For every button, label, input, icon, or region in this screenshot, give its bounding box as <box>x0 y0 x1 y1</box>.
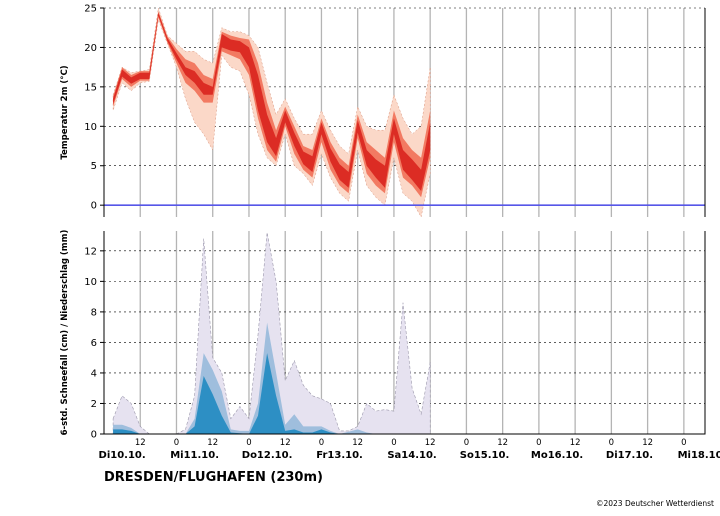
hour-tick-labels: 12 0 12 0 12 0 12 0 12 0 12 0 12 0 12 0 <box>135 438 687 448</box>
day-tick-label: Mi11.10. <box>170 450 219 461</box>
temperature-y-tick-label: 20 <box>84 43 97 54</box>
hour-tick-label: 12 <box>207 438 218 448</box>
day-tick-labels: Di10.10. Mi11.10. Do12.10. Fr13.10. Sa14.10.… <box>99 450 720 461</box>
hour-tick-label: 0 <box>246 438 251 448</box>
hour-tick-label: 12 <box>570 438 581 448</box>
day-tick-label: Sa14.10. <box>387 450 436 461</box>
hour-tick-label: 12 <box>135 438 146 448</box>
precipitation-y-tick-label: 4 <box>91 368 97 379</box>
hour-tick-label: 12 <box>425 438 436 448</box>
copyright-notice: ©2023 Deutscher Wetterdienst <box>596 499 714 508</box>
hour-tick-label: 12 <box>497 438 508 448</box>
day-tick-label: Fr13.10. <box>316 450 363 461</box>
temperature-y-axis-label: Temperatur 2m (°C) <box>60 65 70 159</box>
day-tick-label: Di17.10. <box>606 450 653 461</box>
precipitation-panel: 0 2 4 6 8 10 12 6-std. Schneefall (cm) / Niede… <box>60 230 706 441</box>
precipitation-y-tick-label: 10 <box>84 277 97 288</box>
day-tick-label: Mo16.10. <box>531 450 583 461</box>
precipitation-y-tick-label: 8 <box>91 307 97 318</box>
precipitation-band-middle <box>113 322 449 434</box>
station-name: DRESDEN/FLUGHAFEN (230m) <box>104 470 323 485</box>
day-tick-label: So15.10. <box>460 450 510 461</box>
temperature-y-tick-label: 0 <box>91 201 97 212</box>
hour-tick-label: 0 <box>536 438 541 448</box>
hour-tick-label: 12 <box>280 438 291 448</box>
precipitation-y-tick-label: 0 <box>91 430 97 441</box>
hour-tick-label: 0 <box>391 438 396 448</box>
day-tick-label: Mi18.10. <box>678 450 720 461</box>
temperature-axis-frame <box>103 8 706 217</box>
hour-tick-label: 0 <box>681 438 686 448</box>
precipitation-axis-frame <box>103 231 706 435</box>
temperature-y-tick-label: 10 <box>84 122 97 133</box>
hour-tick-label: 0 <box>609 438 614 448</box>
hour-tick-label: 12 <box>642 438 653 448</box>
precipitation-y-tick-label: 2 <box>91 399 97 410</box>
precipitation-y-axis-label: 6-std. Schneefall (cm) / Niederschlag (m… <box>60 230 70 436</box>
hour-tick-label: 0 <box>464 438 469 448</box>
temperature-y-tick-label: 5 <box>91 161 97 172</box>
precipitation-y-tick-label: 12 <box>84 246 97 257</box>
precipitation-band-core <box>113 353 449 434</box>
precipitation-y-tick-label: 6 <box>91 338 97 349</box>
hour-tick-label: 0 <box>319 438 324 448</box>
day-tick-label: Do12.10. <box>242 450 293 461</box>
day-tick-label: Di10.10. <box>99 450 146 461</box>
temperature-y-tick-label: 25 <box>84 4 97 15</box>
temperature-y-tick-label: 15 <box>84 82 97 93</box>
temperature-panel: 0 5 10 15 20 25 Temperatur 2m (°C) <box>60 4 706 218</box>
hour-tick-label: 0 <box>174 438 179 448</box>
hour-tick-label: 12 <box>352 438 363 448</box>
